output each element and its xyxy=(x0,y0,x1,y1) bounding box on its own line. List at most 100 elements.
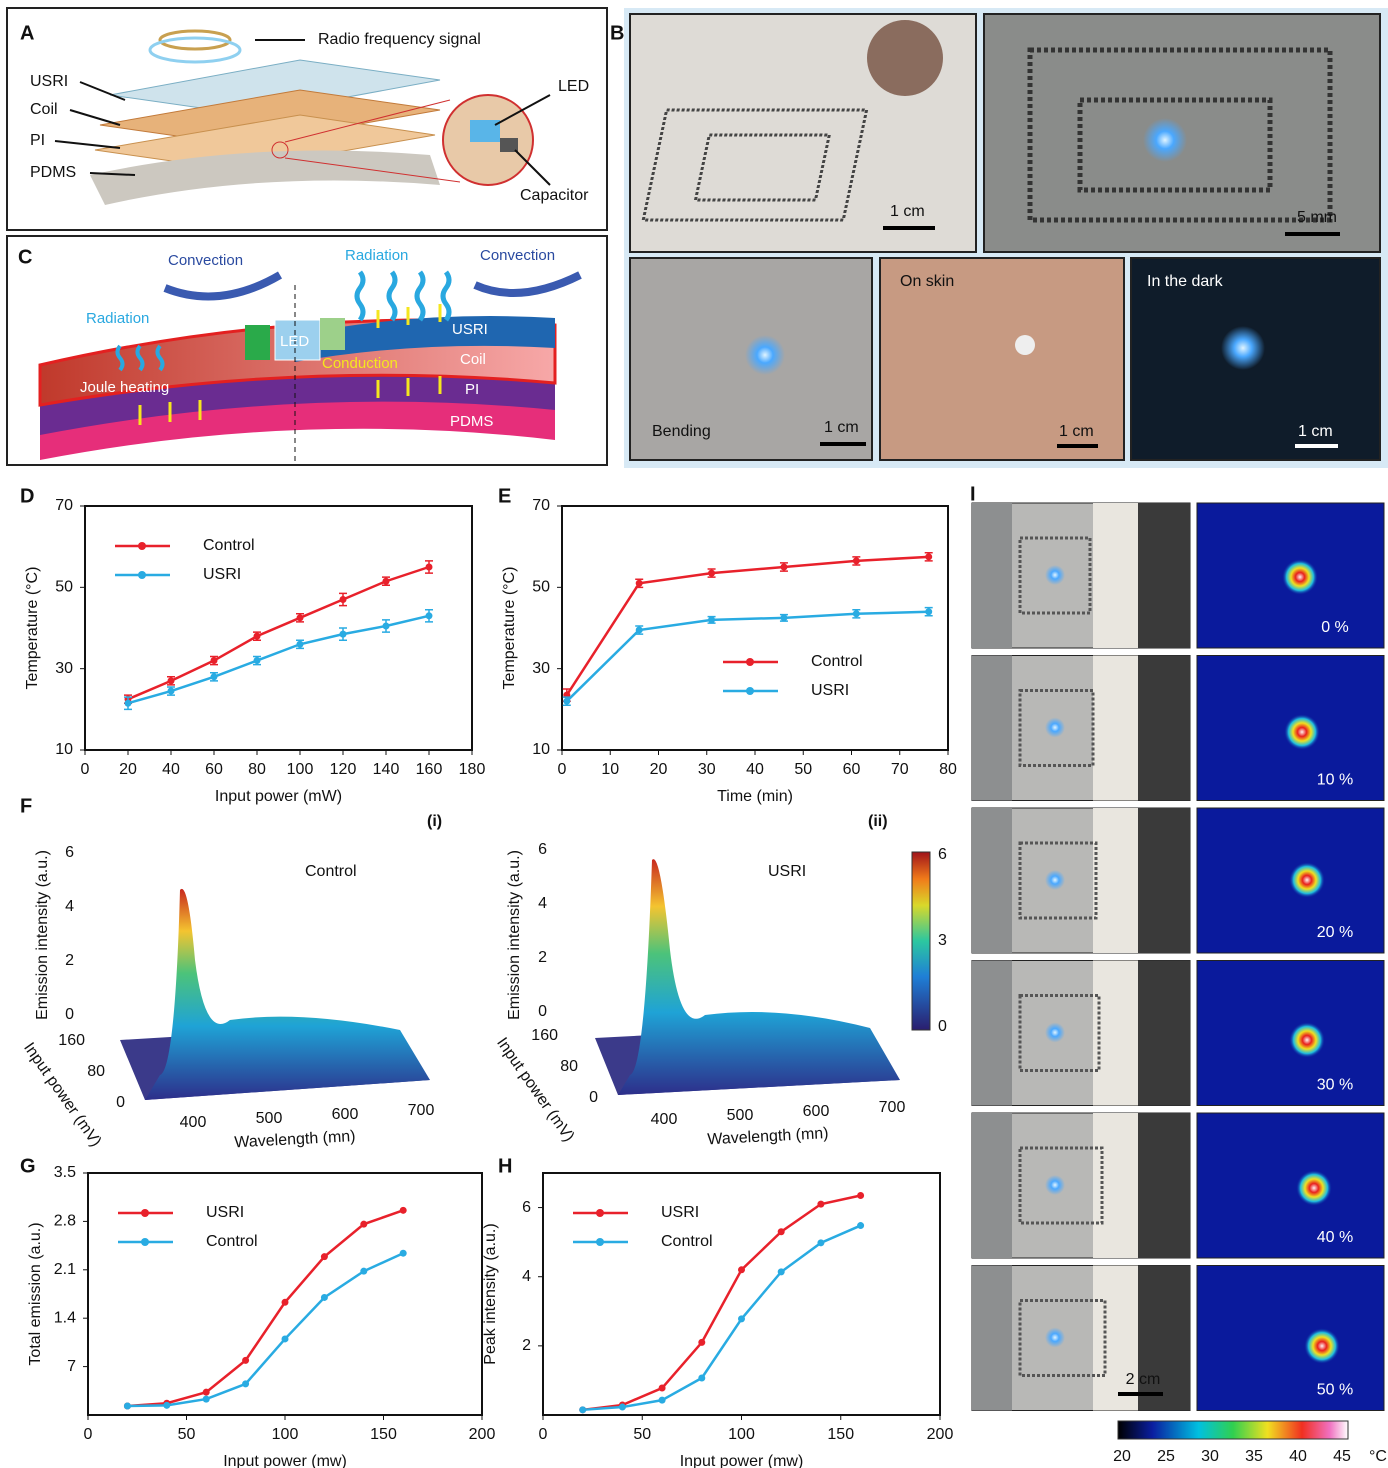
led-block xyxy=(274,319,321,361)
colorbar-tick-label: 40 xyxy=(1289,1448,1307,1465)
z-axis-label: Input power (mV) xyxy=(493,1035,577,1145)
label-text: Coil xyxy=(460,351,486,368)
x-tick-label: 70 xyxy=(891,761,909,778)
clamp xyxy=(1093,1113,1138,1258)
led-glow xyxy=(1045,870,1065,890)
data-point xyxy=(124,699,132,707)
legend-label: Control xyxy=(811,653,863,670)
y-tick-label: 30 xyxy=(55,660,73,677)
x-tick-label: 400 xyxy=(180,1114,207,1131)
strain-label: 50 % xyxy=(1317,1382,1353,1399)
data-point xyxy=(320,1293,328,1301)
hot-spot xyxy=(1296,1170,1332,1206)
plot-tag: (ii) xyxy=(868,813,888,830)
y-tick-label: 0 xyxy=(65,1006,74,1023)
data-point xyxy=(425,612,433,620)
plot-tag: (i) xyxy=(427,813,442,830)
strain-label: 40 % xyxy=(1317,1229,1353,1246)
coil-photo xyxy=(1018,994,1101,1072)
caption: Bending xyxy=(652,423,711,440)
series-line xyxy=(582,1224,862,1412)
strain-label: 20 % xyxy=(1317,924,1353,941)
label-text: Radiation xyxy=(345,247,408,264)
plot-name: Control xyxy=(305,863,357,880)
colorbar-tick-label: 20 xyxy=(1113,1448,1131,1465)
data-point xyxy=(320,1253,328,1261)
legend-marker xyxy=(138,542,146,550)
y-tick-label: 2 xyxy=(65,952,74,969)
colorbar-tick-label: 25 xyxy=(1157,1448,1175,1465)
colorbar xyxy=(911,851,931,1031)
colorbar-tick-label: 30 xyxy=(1201,1448,1219,1465)
legend-label: USRI xyxy=(203,566,241,583)
legend-marker xyxy=(141,1209,149,1217)
z-tick-label: 0 xyxy=(589,1089,598,1106)
data-point xyxy=(296,614,304,622)
pointer-line xyxy=(494,94,551,126)
data-point xyxy=(738,1266,745,1274)
panel-f: F (i) Control (ii) USRI Emission intensi… xyxy=(20,795,947,1151)
x-axis-label: Wavelength (mn) xyxy=(234,1128,356,1151)
label-text: Radio frequency signal xyxy=(318,31,481,48)
y-axis-label: Emission intensity (a.u.) xyxy=(506,850,523,1020)
legend-marker xyxy=(138,571,146,579)
y-axis-label: Temperature (°C) xyxy=(24,567,41,690)
clamp xyxy=(972,960,1012,1106)
coil-photo xyxy=(1018,689,1095,767)
panel-i: I °C 0 % 10 % 20 % 30 % 40 % 50 % 2 cm 20 25 30 35… xyxy=(970,483,1387,1465)
x-tick-label: 150 xyxy=(827,1426,854,1443)
led-label: LED xyxy=(558,78,589,95)
coil-photo xyxy=(1018,1299,1107,1377)
series-line xyxy=(565,555,929,696)
x-tick-label: 20 xyxy=(119,761,137,778)
series-line xyxy=(582,1194,861,1412)
y-axis-label: Temperature (°C) xyxy=(501,567,518,690)
legend-label: USRI xyxy=(811,682,849,699)
data-point xyxy=(857,1222,865,1230)
label-text: Radiation xyxy=(86,310,149,327)
coil-photo xyxy=(1018,841,1098,920)
chart: E Time (min) Temperature (°C) 0 10 20 30 40 50 60… xyxy=(498,485,957,805)
led-glow xyxy=(1045,717,1065,738)
data-point xyxy=(698,1374,706,1382)
usri-band xyxy=(295,316,555,362)
data-point xyxy=(708,616,716,624)
data-point xyxy=(777,1268,785,1276)
convection-arrow xyxy=(473,271,582,297)
chart: H Input power (mw) Peak intensity (a.u.) 0 5… xyxy=(482,1155,953,1468)
z-tick-label: 160 xyxy=(58,1032,85,1049)
data-point xyxy=(163,1401,171,1409)
data-point xyxy=(202,1388,210,1396)
x-tick-label: 180 xyxy=(459,761,486,778)
clamp xyxy=(972,503,1012,648)
y-tick-label: 30 xyxy=(532,660,550,677)
led-glow xyxy=(1221,326,1265,370)
pointer-line xyxy=(69,109,121,126)
label-text: Convection xyxy=(168,252,243,269)
clamp xyxy=(1093,503,1138,648)
data-point xyxy=(253,657,261,665)
led-glow xyxy=(1045,1327,1065,1348)
scale-label: 1 cm xyxy=(1298,423,1333,440)
scale-label: 5 mm xyxy=(1297,209,1337,226)
x-tick-label: 120 xyxy=(330,761,357,778)
coil-photo xyxy=(693,133,832,202)
colorbar-tick-label: 35 xyxy=(1245,1448,1263,1465)
x-tick-label: 80 xyxy=(939,761,957,778)
legend-marker xyxy=(141,1238,149,1246)
x-tick-label: 700 xyxy=(408,1102,435,1119)
plot-frame xyxy=(561,505,949,751)
plot-frame xyxy=(84,505,473,751)
panel-label: F xyxy=(20,795,32,817)
y-tick-label: 4 xyxy=(522,1268,531,1285)
data-point xyxy=(210,673,218,681)
legend-marker xyxy=(596,1209,604,1217)
label-text: USRI xyxy=(452,321,488,338)
data-point xyxy=(708,569,716,577)
panel-label: H xyxy=(498,1155,512,1177)
led-glow xyxy=(745,335,785,375)
y-tick-label: 70 xyxy=(532,497,550,514)
pdms-layer xyxy=(90,150,440,205)
data-point xyxy=(658,1384,666,1392)
